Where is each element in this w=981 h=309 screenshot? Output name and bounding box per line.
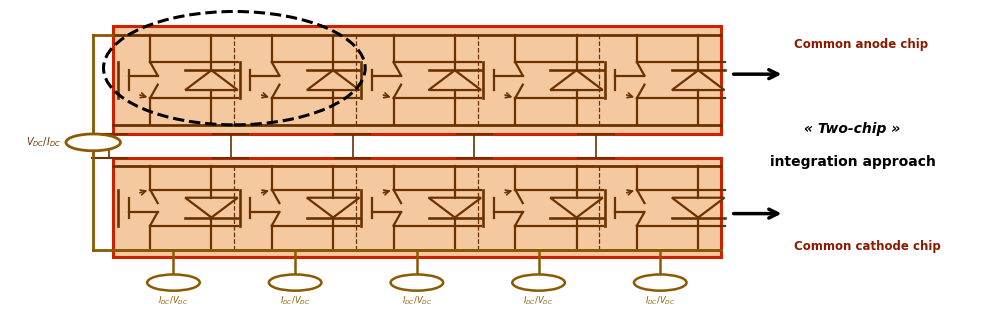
Circle shape xyxy=(269,274,322,291)
Text: Common anode chip: Common anode chip xyxy=(794,38,928,51)
Polygon shape xyxy=(429,198,481,218)
Polygon shape xyxy=(550,198,602,218)
Circle shape xyxy=(634,274,687,291)
Text: $V_{DC}/I_{DC}$: $V_{DC}/I_{DC}$ xyxy=(26,135,61,149)
Circle shape xyxy=(512,274,565,291)
Circle shape xyxy=(390,274,443,291)
Text: integration approach: integration approach xyxy=(769,155,936,169)
Text: $I_{DC}/V_{DC}$: $I_{DC}/V_{DC}$ xyxy=(401,294,432,307)
Polygon shape xyxy=(550,70,602,90)
Circle shape xyxy=(147,274,200,291)
Polygon shape xyxy=(672,70,725,90)
Bar xyxy=(113,158,721,257)
Polygon shape xyxy=(185,70,237,90)
Polygon shape xyxy=(307,70,359,90)
Circle shape xyxy=(66,134,121,151)
Polygon shape xyxy=(672,198,725,218)
Polygon shape xyxy=(307,198,359,218)
Text: Common cathode chip: Common cathode chip xyxy=(794,240,941,253)
Bar xyxy=(113,26,721,134)
Polygon shape xyxy=(185,198,237,218)
Text: $I_{DC}/V_{DC}$: $I_{DC}/V_{DC}$ xyxy=(280,294,310,307)
Polygon shape xyxy=(429,70,481,90)
Text: « Two-chip »: « Two-chip » xyxy=(804,122,901,136)
Text: $I_{DC}/V_{DC}$: $I_{DC}/V_{DC}$ xyxy=(523,294,554,307)
Text: $I_{DC}/V_{DC}$: $I_{DC}/V_{DC}$ xyxy=(158,294,188,307)
Text: $I_{DC}/V_{DC}$: $I_{DC}/V_{DC}$ xyxy=(645,294,676,307)
